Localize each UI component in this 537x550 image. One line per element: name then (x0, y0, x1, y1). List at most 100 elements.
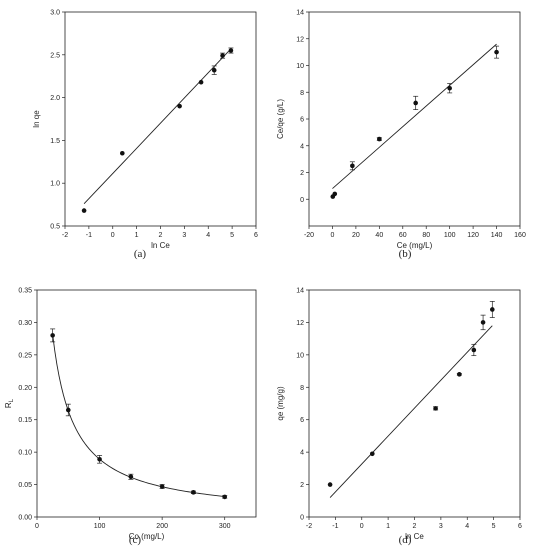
panel-label: (d) (399, 534, 412, 546)
y-tick-label: 0.20 (18, 385, 32, 392)
x-tick-label: 3 (439, 523, 443, 530)
x-axis-label: Co (mg/L) (129, 532, 165, 541)
x-tick-label: 1 (386, 523, 390, 530)
x-tick-label: 2 (413, 523, 417, 530)
y-axis-label: ln qe (32, 110, 41, 128)
x-axis-label: ln Ce (151, 241, 170, 250)
y-axis-label: RL (4, 398, 15, 408)
y-tick-label: 6 (300, 117, 304, 124)
fit-curve (52, 334, 225, 497)
x-tick-label: 140 (491, 232, 503, 239)
y-tick-label: 0 (300, 515, 304, 522)
data-point (65, 407, 71, 413)
x-tick-label: 100 (94, 523, 106, 530)
data-point (480, 320, 486, 325)
y-tick-label: 0.05 (18, 482, 32, 489)
data-point (220, 53, 225, 58)
data-point (191, 490, 196, 495)
x-tick-label: 100 (444, 232, 456, 239)
x-tick-label: -1 (332, 523, 338, 530)
data-point (228, 48, 234, 53)
y-axis-label: qe (mg/g) (276, 386, 285, 421)
x-tick-label: 5 (230, 232, 234, 239)
data-point (471, 347, 477, 353)
y-tick-label: 0.00 (18, 515, 32, 522)
data-point (350, 163, 355, 169)
x-tick-label: 300 (219, 523, 231, 530)
x-tick-label: -2 (62, 232, 68, 239)
data-point (120, 150, 125, 156)
data-point (327, 482, 333, 487)
x-tick-label: 0 (35, 523, 39, 530)
y-tick-label: 2.5 (50, 52, 60, 59)
x-tick-label: 120 (467, 232, 479, 239)
y-tick-label: 2 (300, 170, 304, 177)
x-tick-label: 5 (492, 523, 496, 530)
data-point (128, 474, 134, 480)
data-point (211, 67, 217, 73)
x-tick-label: 0 (360, 523, 364, 530)
plot-frame (36, 289, 257, 518)
y-tick-label: 1.5 (50, 138, 60, 145)
x-tick-label: 160 (514, 232, 526, 239)
data-point (490, 307, 495, 312)
y-tick-label: 0.25 (18, 352, 32, 359)
data-point (413, 100, 418, 106)
y-tick-label: 0.15 (18, 417, 32, 424)
y-axis-label-subscript: L (9, 398, 15, 402)
data-point (433, 406, 438, 411)
y-tick-label: 2 (300, 482, 304, 489)
data-point (370, 451, 375, 457)
x-tick-label: 6 (254, 232, 258, 239)
y-tick-label: 0.5 (50, 224, 60, 231)
chart-panel: 0 100 200 300 0.00 0.05 0.10 0.15 0.20 0.25 0.30 0.… (4, 288, 257, 546)
panel-label: (a) (134, 248, 147, 260)
x-axis-label: Ce (mg/L) (397, 241, 433, 250)
y-tick-label: 14 (296, 288, 304, 295)
data-point (177, 103, 182, 109)
x-tick-label: 0 (111, 232, 115, 239)
plot-frame (308, 11, 521, 227)
x-tick-label: 200 (156, 523, 168, 530)
y-tick-label: 2.0 (50, 95, 60, 102)
y-tick-label: 10 (296, 352, 304, 359)
x-axis-label: ln Ce (405, 532, 424, 541)
x-tick-label: -2 (306, 523, 312, 530)
fit-line (329, 325, 493, 498)
x-tick-label: 40 (375, 232, 383, 239)
y-tick-label: 0.10 (18, 450, 32, 457)
data-point (332, 191, 338, 197)
y-tick-label: 10 (296, 63, 304, 70)
x-tick-label: 0 (330, 232, 334, 239)
x-tick-label: 80 (422, 232, 430, 239)
x-tick-label: 4 (465, 523, 469, 530)
data-point (457, 372, 462, 377)
data-point (50, 333, 55, 338)
data-point (494, 49, 499, 55)
fit-line (83, 48, 232, 205)
y-tick-label: 12 (296, 36, 304, 43)
x-tick-label: 4 (206, 232, 210, 239)
y-tick-label: 0 (300, 197, 304, 204)
y-tick-label: 6 (300, 417, 304, 424)
x-tick-label: -1 (86, 232, 92, 239)
y-tick-label: 4 (300, 143, 304, 150)
data-point (159, 484, 165, 489)
fit-line (332, 43, 497, 189)
y-tick-label: 4 (300, 450, 304, 457)
y-tick-label: 8 (300, 90, 304, 97)
x-tick-label: 3 (182, 232, 186, 239)
data-point (198, 79, 204, 85)
chart-panel: -20 0 20 40 60 80 100 120 140 160 0 2 4 6 8 10 12 14 Ce (m… (276, 10, 526, 261)
y-tick-label: 12 (296, 320, 304, 327)
plot-frame (308, 289, 521, 518)
y-tick-label: 14 (296, 10, 304, 17)
x-tick-label: 1 (135, 232, 139, 239)
data-point (81, 208, 87, 213)
panel-label: (c) (129, 534, 142, 546)
chart-panel: -2 -1 0 1 2 3 4 5 6 0.5 1.0 1.5 2.0 2.5 3.0 ln Ce ln qe (… (32, 10, 258, 261)
y-tick-label: 3.0 (50, 10, 60, 17)
y-tick-label: 0.35 (18, 288, 32, 295)
